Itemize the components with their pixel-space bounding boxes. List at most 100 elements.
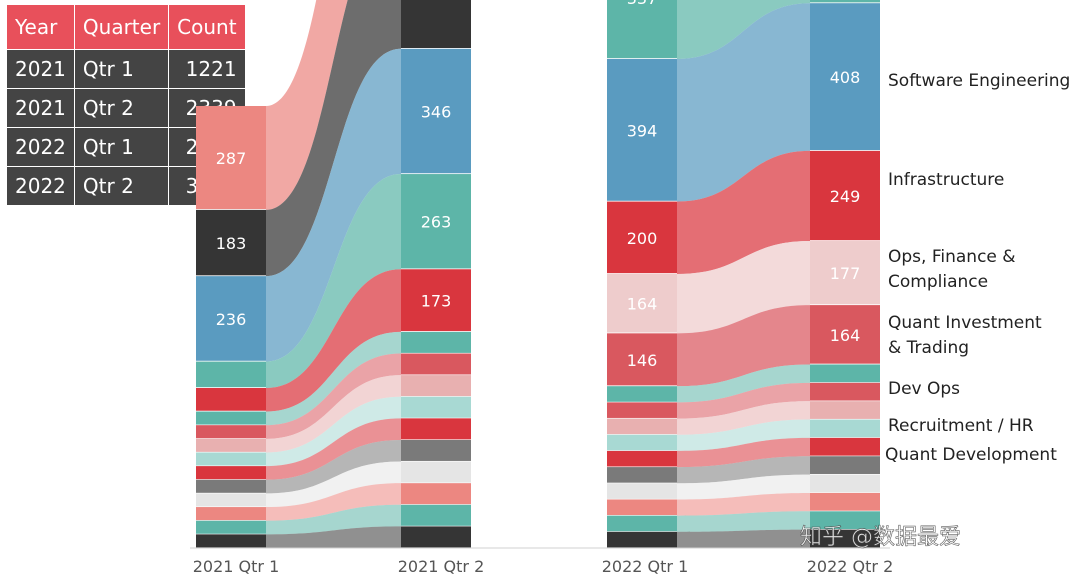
minor-band-bar: [810, 456, 880, 474]
minor-band-bar: [196, 479, 266, 493]
series-label-ops-finance: Ops, Finance & Compliance: [888, 247, 1021, 292]
minor-band-bar: [607, 450, 677, 467]
series-label-quant-development: Quant Development: [885, 445, 1057, 465]
minor-band-bar: [196, 438, 266, 452]
ribbon-dev-ops: [266, 269, 401, 412]
watermark-text: 知乎 @数据最爱: [800, 525, 961, 550]
bar-infrastructure: [196, 209, 266, 276]
bar-quant-investment-trading: [196, 276, 266, 361]
minor-band-ribbon: [266, 353, 401, 439]
bar-recruitment-hr: [810, 241, 880, 305]
series-label-dev-ops: Dev Ops: [888, 379, 960, 399]
x-tick-label: 2022 Qtr 1: [602, 557, 689, 576]
bar-ops-finance-compliance: [196, 361, 266, 388]
minor-band-bar: [607, 499, 677, 516]
series-label-quant-investment: Quant Investment & Trading: [888, 313, 1047, 358]
minor-band-bar: [607, 515, 677, 532]
bar-dev-ops: [810, 150, 880, 241]
minor-band-bar: [401, 375, 471, 397]
minor-band-ribbon: [266, 418, 401, 480]
data-label-layer: 2875761833842363462631736176954455673374…: [216, 0, 861, 370]
minor-band-bar: [607, 418, 677, 435]
data-label: 183: [216, 234, 247, 253]
minor-band-bar: [196, 425, 266, 439]
minor-band-bar: [810, 419, 880, 438]
bar-recruitment-hr: [607, 273, 677, 333]
data-label: 287: [216, 149, 247, 168]
data-label: 164: [627, 295, 658, 314]
bar-quant-investment-trading: [401, 48, 471, 174]
series-label-recruitment-hr: Recruitment / HR: [888, 416, 1034, 436]
minor-band-bar: [401, 439, 471, 461]
bar-ops-finance-compliance: [401, 174, 471, 269]
bar-quant-development: [810, 305, 880, 364]
series-label-line-2: & Trading: [888, 338, 969, 358]
ribbon-ops-finance-compliance: [266, 174, 401, 388]
series-label-line-2: Compliance: [888, 272, 988, 292]
minor-band-bar: [401, 483, 471, 505]
cell-quarter: Qtr 1: [73, 127, 170, 167]
cell-quarter: Qtr 2: [73, 88, 170, 128]
bar-ops-finance-compliance: [607, 0, 677, 59]
cell-count: 1221: [168, 49, 246, 89]
minor-band-bar: [607, 386, 677, 402]
bar-dev-ops: [401, 269, 471, 332]
minor-band-bar: [401, 504, 471, 526]
minor-band-bar: [196, 520, 266, 534]
series-label-software-engineering: Software Engineering: [888, 71, 1070, 91]
minor-band-ribbon: [677, 492, 810, 516]
data-label: 146: [627, 351, 658, 370]
minor-band-ribbon: [266, 483, 401, 521]
bar-quant-development: [607, 333, 677, 386]
bar-layer: [196, 0, 880, 411]
minor-band-ribbon: [677, 401, 810, 435]
data-label: 164: [830, 326, 861, 345]
bar-quant-investment-trading: [810, 3, 880, 151]
bar-dev-ops: [607, 201, 677, 274]
x-tick-label: 2022 Qtr 2: [807, 557, 894, 576]
minor-band-bar: [810, 364, 880, 383]
minor-band-bar: [401, 353, 471, 375]
minor-band-bar: [401, 526, 471, 548]
minor-band-bar: [401, 461, 471, 483]
minor-band-bar: [607, 467, 677, 483]
minor-band-ribbon: [266, 439, 401, 494]
table-header-row: Year Quarter Count: [6, 4, 246, 50]
minor-band-bar: [196, 411, 266, 425]
data-label: 408: [830, 68, 861, 87]
data-label: 173: [421, 292, 452, 311]
minor-band-bar: [196, 507, 266, 521]
cell-year: 2021: [6, 88, 75, 128]
bar-software-engineering: [196, 105, 266, 210]
minor-band-ribbon: [266, 375, 401, 453]
bar-dev-ops: [196, 387, 266, 411]
x-tick-label: 2021 Qtr 2: [398, 557, 485, 576]
ribbon-software-engineering: [266, 0, 348, 210]
minor-band-bar: [401, 418, 471, 440]
header-year: Year: [6, 4, 75, 50]
minor-band-bar: [196, 452, 266, 466]
minor-band-bar: [196, 466, 266, 480]
minor-band-bar: [196, 493, 266, 507]
minor-band-ribbon: [266, 331, 401, 426]
minor-band-ribbon: [677, 419, 810, 451]
minor-band-bar: [607, 402, 677, 418]
minor-band-bar: [810, 511, 880, 530]
data-label: 263: [421, 213, 452, 232]
minor-band-ribbon: [677, 529, 810, 548]
minor-band-ribbon: [266, 504, 401, 535]
ribbon-quant-development: [677, 305, 810, 387]
minor-band-ribbon: [266, 526, 401, 548]
series-label-infrastructure: Infrastructure: [888, 170, 1004, 190]
ribbon-layer: [266, 0, 810, 412]
minor-band-bar: [196, 534, 266, 548]
data-label: 337: [627, 0, 658, 8]
cell-year: 2022: [6, 166, 75, 206]
ribbon-quant-investment-trading: [677, 3, 810, 202]
data-label: 346: [421, 102, 452, 121]
minor-band-ribbon: [677, 382, 810, 419]
ribbon-recruitment-hr: [677, 241, 810, 334]
minor-band-bar: [401, 396, 471, 418]
cell-year: 2022: [6, 127, 75, 167]
